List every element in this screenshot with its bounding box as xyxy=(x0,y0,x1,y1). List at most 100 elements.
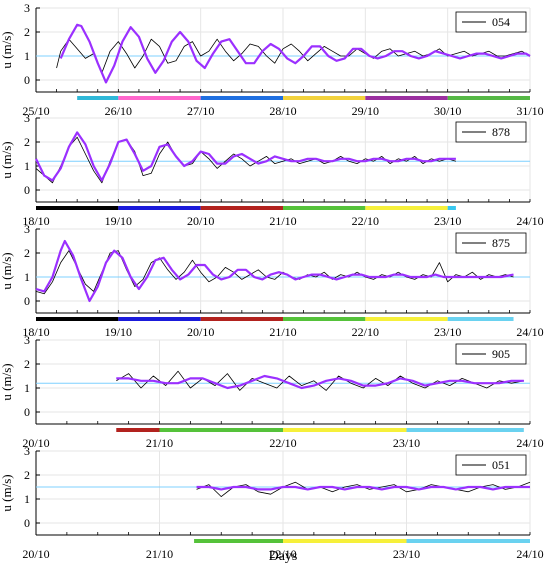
panel-905: 0 1 2 3 u (m/s) 20/10 21/10 22/10 23/10 24/10 905 xyxy=(0,333,544,450)
x-tick-label: 24/10 xyxy=(516,325,543,339)
period-band xyxy=(118,317,201,321)
x-tick-label: 19/10 xyxy=(105,214,132,228)
y-tick-label: 3 xyxy=(24,444,30,458)
period-band xyxy=(365,317,448,321)
legend-box xyxy=(455,232,527,254)
x-tick-label: 31/10 xyxy=(516,104,543,118)
x-tick-label: 18/10 xyxy=(22,214,49,228)
period-band xyxy=(406,428,524,432)
period-band xyxy=(406,539,530,543)
panel-054: 0 1 2 3 u (m/s) 25/10 26/10 27/10 28/10 29/10 30/1… xyxy=(0,1,544,118)
x-tick-label: 24/10 xyxy=(516,436,543,450)
y-tick-label: 2 xyxy=(24,25,30,39)
x-tick-label: 23/10 xyxy=(393,436,420,450)
x-tick-label: 21/10 xyxy=(269,214,296,228)
x-tick-label: 27/10 xyxy=(187,104,214,118)
series-fit-line xyxy=(35,239,514,303)
y-axis-label: u (m/s) xyxy=(0,474,14,511)
y-tick-label: 1 xyxy=(24,270,30,284)
period-band xyxy=(283,428,407,432)
x-tick-label: 21/10 xyxy=(146,547,173,561)
period-band xyxy=(116,428,160,432)
x-tick-label: 26/10 xyxy=(105,104,132,118)
y-tick-label: 1 xyxy=(24,159,30,173)
x-tick-label: 20/10 xyxy=(187,325,214,339)
legend-label: 054 xyxy=(492,15,510,29)
period-band xyxy=(36,206,119,210)
series-fit-line xyxy=(59,23,531,84)
period-band xyxy=(447,96,530,100)
legend-label: 878 xyxy=(492,125,510,139)
y-axis-label: u (m/s) xyxy=(0,363,14,400)
period-band xyxy=(447,206,456,210)
y-axis-label: u (m/s) xyxy=(0,31,14,68)
x-tick-label: 29/10 xyxy=(352,104,379,118)
x-tick-label: 21/10 xyxy=(269,325,296,339)
legend-box xyxy=(455,121,527,143)
period-band xyxy=(118,206,201,210)
period-band xyxy=(365,206,448,210)
period-band xyxy=(159,428,283,432)
y-tick-label: 1 xyxy=(24,381,30,395)
y-tick-label: 0 xyxy=(24,183,30,197)
period-band xyxy=(447,317,514,321)
legend-label: 051 xyxy=(492,458,510,472)
y-tick-label: 1 xyxy=(24,49,30,63)
x-tick-label: 22/10 xyxy=(352,214,379,228)
y-tick-label: 0 xyxy=(24,405,30,419)
y-tick-label: 3 xyxy=(24,1,30,15)
x-tick-label: 22/10 xyxy=(269,436,296,450)
y-tick-label: 3 xyxy=(24,111,30,125)
series-raw-line xyxy=(116,370,524,391)
period-band xyxy=(200,206,283,210)
period-band xyxy=(200,96,283,100)
y-tick-label: 3 xyxy=(24,333,30,347)
period-band xyxy=(283,317,366,321)
x-tick-label: 19/10 xyxy=(105,325,132,339)
x-tick-label: 24/10 xyxy=(516,547,543,561)
legend-label: 905 xyxy=(492,347,510,361)
period-band xyxy=(283,206,366,210)
x-tick-label: 20/10 xyxy=(22,436,49,450)
period-band xyxy=(365,96,448,100)
period-band xyxy=(283,539,407,543)
series-fit-line xyxy=(196,485,530,491)
x-tick-label: 30/10 xyxy=(434,104,461,118)
y-tick-label: 0 xyxy=(24,73,30,87)
x-axis-label: Days xyxy=(269,549,298,564)
legend-label: 875 xyxy=(492,236,510,250)
legend-box xyxy=(455,11,527,33)
legend-box xyxy=(455,343,527,365)
y-tick-label: 0 xyxy=(24,294,30,308)
y-axis-label: u (m/s) xyxy=(0,141,14,178)
period-band xyxy=(200,317,283,321)
x-tick-label: 20/10 xyxy=(187,214,214,228)
x-tick-label: 20/10 xyxy=(22,547,49,561)
period-band xyxy=(118,96,201,100)
period-band xyxy=(283,96,366,100)
period-band xyxy=(194,539,283,543)
x-tick-label: 24/10 xyxy=(516,214,543,228)
y-tick-label: 1 xyxy=(24,492,30,506)
series-fit-line xyxy=(116,374,524,390)
legend-box xyxy=(455,454,527,476)
x-tick-label: 28/10 xyxy=(269,104,296,118)
y-tick-label: 2 xyxy=(24,246,30,260)
panel-051: 0 1 2 3 u (m/s) 20/10 21/10 22/10 23/10 24/10 051 xyxy=(0,444,544,561)
period-band xyxy=(77,96,119,100)
series-raw-line xyxy=(196,481,531,498)
period-band xyxy=(36,317,119,321)
x-tick-label: 23/10 xyxy=(393,547,420,561)
series-fit-line xyxy=(35,131,456,182)
panel-878: 0 1 2 3 u (m/s) 18/10 19/10 20/10 21/10 22/10 23/1… xyxy=(0,111,544,228)
x-tick-label: 22/10 xyxy=(269,547,296,561)
x-tick-label: 23/10 xyxy=(434,325,461,339)
y-tick-label: 2 xyxy=(24,135,30,149)
x-tick-label: 18/10 xyxy=(22,325,49,339)
x-tick-label: 25/10 xyxy=(22,104,49,118)
y-tick-label: 2 xyxy=(24,468,30,482)
y-tick-label: 2 xyxy=(24,357,30,371)
x-tick-label: 22/10 xyxy=(352,325,379,339)
